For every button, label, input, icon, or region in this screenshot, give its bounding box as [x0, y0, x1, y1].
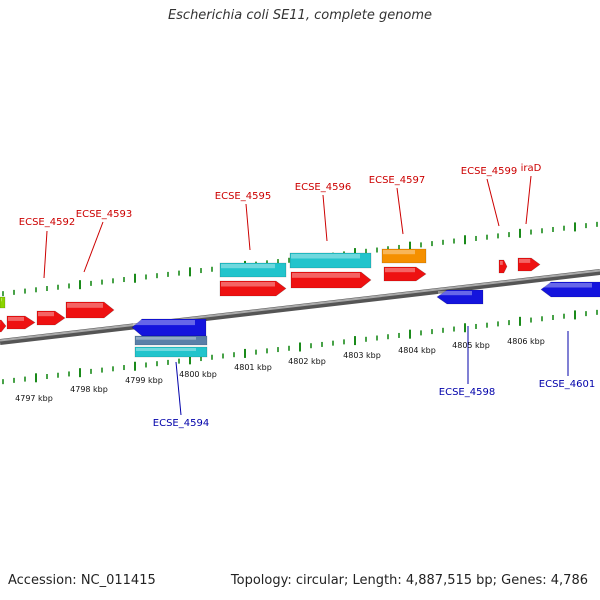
feature-highlight: [542, 283, 592, 288]
steel-gene-feature[interactable]: [134, 335, 208, 346]
gene-leader-line: [245, 203, 251, 251]
feature-highlight: [1, 298, 2, 302]
feature-highlight: [438, 291, 472, 296]
feature-highlight: [385, 268, 415, 273]
kbp-axis-label: 4798 kbp: [70, 385, 108, 394]
gene-label[interactable]: ECSE_4601: [539, 379, 595, 390]
gene-leader-line: [83, 221, 104, 273]
kbp-axis-label: 4797 kbp: [15, 394, 53, 403]
gene-label[interactable]: ECSE_4596: [295, 182, 351, 193]
kbp-axis-label: 4804 kbp: [398, 346, 436, 355]
red-gene-feature[interactable]: [0, 319, 7, 333]
red-gene-feature[interactable]: [517, 257, 541, 272]
feature-highlight: [500, 261, 503, 265]
genome-backbone: [0, 269, 600, 345]
orange-gene-feature[interactable]: [381, 248, 427, 264]
feature-highlight: [291, 254, 360, 259]
page-title: Escherichia coli SE11, complete genome: [167, 8, 433, 23]
gene-leader-line: [396, 187, 404, 235]
red-gene-feature[interactable]: [498, 259, 508, 274]
gene-label[interactable]: ECSE_4598: [439, 387, 495, 398]
feature-highlight: [8, 317, 24, 321]
lower-tick-track: [2, 309, 598, 385]
genome-summary-text: Topology: circular; Length: 4,887,515 bp…: [230, 573, 588, 588]
gene-leader-line: [175, 361, 182, 416]
cyan-gene-feature[interactable]: [289, 252, 372, 269]
gene-leader-line: [486, 178, 500, 227]
feature-highlight: [67, 303, 103, 308]
red-gene-feature[interactable]: [290, 271, 372, 289]
feature-track: [0, 248, 600, 358]
gene-label[interactable]: ECSE_4597: [369, 175, 425, 186]
gene-label[interactable]: iraD: [521, 163, 542, 174]
blue-gene-feature[interactable]: [436, 289, 484, 305]
feature-highlight: [221, 264, 275, 269]
gene-leader-line: [322, 194, 328, 242]
blue-gene-feature[interactable]: [540, 281, 600, 298]
genome-backbone-highlight: [0, 269, 600, 342]
cyan-gene-feature[interactable]: [219, 262, 287, 278]
feature-highlight: [221, 282, 275, 287]
accession-text: Accession: NC_011415: [8, 573, 156, 588]
feature-highlight: [136, 337, 196, 340]
kbp-axis-label: 4799 kbp: [125, 376, 163, 385]
red-gene-feature[interactable]: [383, 266, 427, 282]
feature-highlight: [519, 259, 531, 263]
kbp-axis-label: 4806 kbp: [507, 337, 545, 346]
gene-leader-line: [525, 175, 532, 225]
gene-label[interactable]: ECSE_4599: [461, 166, 517, 177]
kbp-axis-label: 4800 kbp: [179, 370, 217, 379]
gene-label[interactable]: ECSE_4594: [153, 418, 209, 429]
gene-label[interactable]: ECSE_4595: [215, 191, 271, 202]
feature-highlight: [38, 312, 54, 317]
red-gene-feature[interactable]: [6, 315, 36, 330]
kbp-axis-label: 4802 kbp: [288, 357, 326, 366]
lime-gene-feature[interactable]: [0, 296, 6, 309]
red-gene-feature[interactable]: [219, 280, 287, 297]
red-gene-feature[interactable]: [36, 310, 66, 326]
feature-highlight: [136, 348, 196, 351]
gene-leader-line: [43, 230, 48, 279]
gene-label[interactable]: ECSE_4593: [76, 209, 132, 220]
red-gene-feature[interactable]: [65, 301, 115, 319]
cyan-gene-feature[interactable]: [134, 346, 208, 358]
kbp-axis-label: 4805 kbp: [452, 341, 490, 350]
kbp-axis-label: 4801 kbp: [234, 363, 272, 372]
feature-highlight: [133, 320, 195, 326]
feature-highlight: [383, 250, 415, 255]
feature-highlight: [292, 273, 360, 278]
gene-label[interactable]: ECSE_4592: [19, 217, 75, 228]
kbp-axis-label: 4803 kbp: [343, 351, 381, 360]
